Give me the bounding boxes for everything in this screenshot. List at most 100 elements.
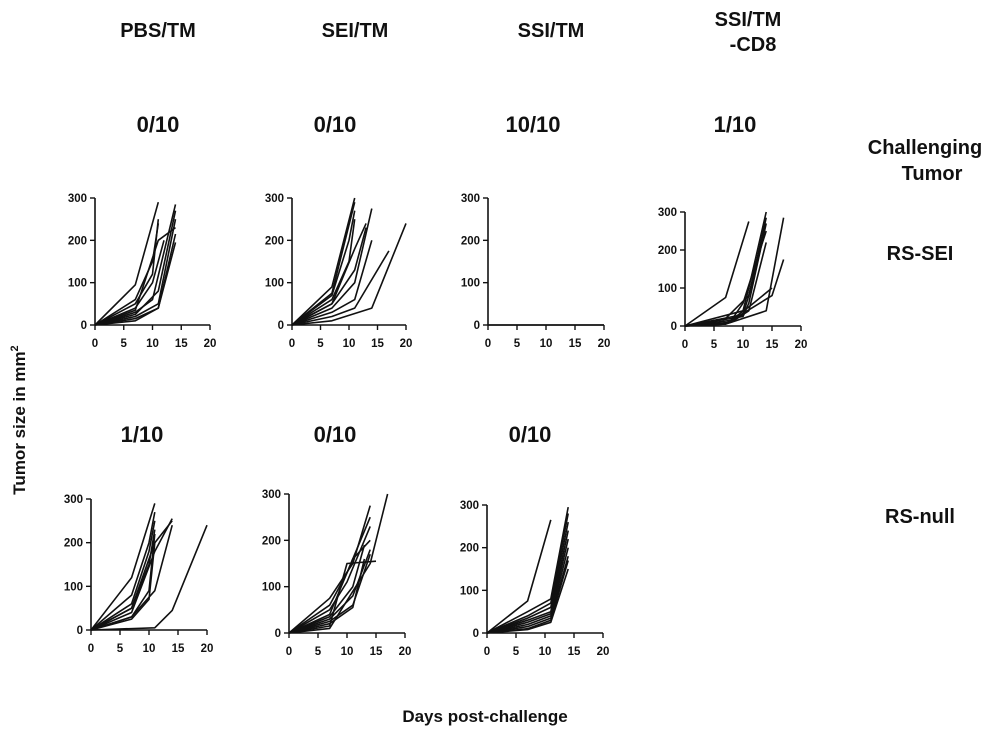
series-line-6 (486, 538, 569, 634)
column-header-ssi-tm-cd8-line1: SSI/TM (715, 9, 782, 31)
series-line-3 (90, 520, 156, 631)
series-line-2 (291, 202, 356, 326)
x-tick-label: 10 (341, 646, 354, 658)
x-tick-label: 15 (568, 646, 581, 658)
series-line-6 (90, 518, 173, 631)
x-tick-label: 5 (317, 338, 324, 350)
series-line-10 (288, 493, 389, 634)
side-header-line1: Challenging (868, 137, 982, 159)
y-tick-label: 0 (474, 320, 480, 332)
y-tick-label: 300 (64, 494, 83, 506)
x-tick-label: 5 (117, 643, 124, 655)
x-tick-label: 5 (121, 338, 128, 350)
series-line-2 (90, 511, 156, 631)
x-tick-label: 10 (539, 646, 552, 658)
y-tick-label: 300 (658, 207, 677, 219)
series-line-9 (94, 233, 177, 326)
x-tick-label: 5 (711, 339, 718, 351)
ratio-label: 1/10 (121, 422, 164, 447)
series-line-8 (486, 555, 569, 634)
series-line-5 (291, 227, 367, 326)
ratio-label: 0/10 (509, 422, 552, 447)
x-tick-label: 5 (315, 646, 322, 658)
series-line-8 (291, 240, 373, 326)
y-tick-label: 300 (461, 193, 480, 205)
y-tick-label: 200 (460, 543, 479, 555)
series-line-1 (486, 519, 552, 634)
series-line-1 (288, 505, 371, 634)
x-tick-label: 0 (286, 646, 292, 658)
y-tick-label: 200 (68, 235, 87, 247)
series-line-10 (90, 524, 208, 631)
y-tick-label: 100 (64, 581, 83, 593)
ratio-label: 0/10 (314, 422, 357, 447)
series-line-1 (291, 197, 356, 326)
x-tick-label: 10 (146, 338, 159, 350)
series-line-4 (291, 219, 356, 326)
y-tick-label: 0 (278, 320, 284, 332)
y-tick-label: 0 (275, 628, 281, 640)
series-line-3 (486, 513, 569, 634)
side-header-line2: Tumor (902, 163, 963, 185)
x-tick-label: 10 (143, 643, 156, 655)
series-line-7 (288, 553, 371, 634)
series-line-1 (94, 201, 160, 326)
x-tick-label: 0 (682, 339, 688, 351)
series-line-5 (90, 520, 173, 631)
y-tick-label: 0 (81, 320, 87, 332)
x-tick-label: 20 (399, 646, 412, 658)
x-tick-label: 20 (201, 643, 214, 655)
y-tick-label: 0 (671, 321, 677, 333)
x-tick-label: 15 (569, 338, 582, 350)
y-tick-label: 200 (265, 235, 284, 247)
series-line-4 (90, 529, 156, 631)
series-line-4 (94, 240, 165, 326)
y-tick-label: 300 (460, 500, 479, 512)
x-tick-label: 15 (172, 643, 185, 655)
y-tick-label: 300 (265, 193, 284, 205)
series-line-8 (94, 219, 177, 326)
series-line-2 (288, 516, 371, 634)
series-line-8 (90, 533, 156, 631)
y-tick-label: 200 (658, 245, 677, 257)
x-tick-label: 15 (175, 338, 188, 350)
x-tick-label: 15 (370, 646, 383, 658)
y-axis-title: Tumor size in mm2 (9, 345, 29, 494)
series-line-9 (288, 560, 377, 634)
ratio-label: 10/10 (505, 112, 560, 137)
y-tick-label: 100 (658, 283, 677, 295)
series-line-1 (684, 221, 750, 327)
series-line-7 (94, 210, 177, 326)
x-axis-title: Days post-challenge (402, 707, 567, 726)
column-header-ssi-tm-cd8-line2: -CD8 (730, 34, 777, 56)
series-line-3 (291, 210, 356, 326)
series-line-7 (291, 208, 373, 326)
series-line-7 (486, 547, 569, 634)
ratio-label: 0/10 (314, 112, 357, 137)
series-line-5 (486, 530, 569, 634)
x-tick-label: 0 (484, 646, 490, 658)
x-tick-label: 20 (597, 646, 610, 658)
column-header-ssi-tm: SSI/TM (518, 20, 585, 42)
row-label-rs-sei: RS-SEI (887, 243, 954, 265)
series-line-10 (291, 223, 407, 326)
x-tick-label: 5 (513, 646, 520, 658)
y-tick-label: 300 (262, 489, 281, 501)
series-line-6 (291, 223, 367, 326)
series-line-2 (486, 506, 569, 634)
series-line-5 (94, 226, 176, 326)
column-header-pbs-tm: PBS/TM (120, 20, 196, 42)
x-tick-label: 0 (485, 338, 491, 350)
y-tick-label: 200 (64, 538, 83, 550)
x-tick-label: 0 (88, 643, 94, 655)
y-tick-label: 100 (262, 582, 281, 594)
series-line-5 (288, 544, 366, 634)
